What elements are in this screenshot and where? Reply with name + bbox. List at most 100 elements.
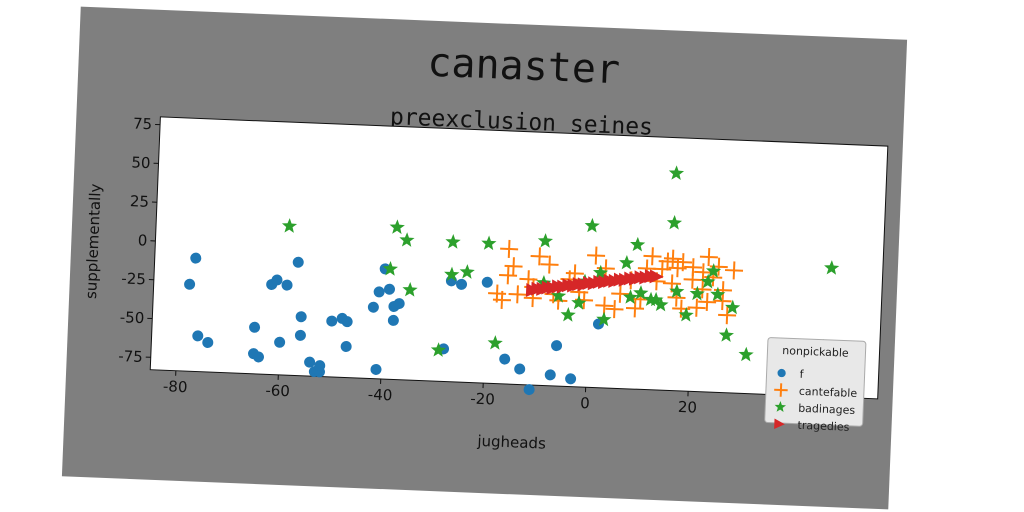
badinages-point [430,342,447,357]
cantefable-point [694,263,713,282]
badinages-point [738,346,754,362]
badinages-point [725,299,741,315]
badinages-point [444,266,460,282]
y-tick-label: 0 [138,231,148,249]
legend-label-cantefable: cantefable [799,385,858,400]
cantefable-point [672,299,691,318]
f-point [326,315,338,327]
x-axis-label: jugheads [476,432,546,453]
cantefable-point [625,299,645,318]
f-point [367,301,379,313]
badinages-point [571,295,587,310]
f-point [294,329,306,341]
badinages-point [560,307,576,322]
cantefable-point [683,270,702,289]
y-tick-label: 75 [133,115,153,134]
f-point [514,363,526,375]
y-tick-label: -50 [119,308,144,327]
plot-area [149,116,889,400]
cantefable-point [699,247,718,267]
badinages-point [648,291,664,307]
cantefable-point [500,239,519,258]
cantefable-point [718,306,737,325]
f-point [565,373,577,385]
x-tick-label: -80 [163,377,188,396]
f-point [274,336,286,348]
f-point [184,278,196,290]
f-point [456,278,468,290]
cantefable-point [687,298,706,317]
badinages-point [668,165,685,181]
badinages-point [402,282,418,297]
f-point [340,340,352,352]
badinages-point [593,264,609,280]
badinages-point [551,288,567,303]
f-point [304,356,316,368]
badinages-point [281,218,298,233]
f-point [295,311,307,323]
series-f [184,252,604,396]
legend-title: nonpickable [782,344,849,360]
badinages-point [619,255,635,270]
legend-marker-badinages [774,401,787,413]
badinages-point [710,286,726,302]
badinages-point [653,296,669,312]
f-point [271,274,283,286]
legend-label-badinages: badinages [798,402,856,417]
cantefable-point [663,249,682,268]
x-tick-label: -40 [368,385,393,404]
cantefable-point [713,291,732,311]
badinages-point [487,335,503,350]
legend-marker-tragedies [774,418,785,430]
badinages-point [389,219,405,235]
cantefable-point [492,290,511,309]
badinages-point [705,263,722,278]
f-point [314,360,326,372]
cantefable-point [595,296,614,315]
f-point [370,363,382,375]
f-point [202,336,214,348]
x-tick-label: 20 [678,398,698,417]
badinages-point [718,327,734,342]
f-point [253,351,265,363]
cantefable-point [724,261,744,280]
series-badinages [281,165,851,390]
x-tick-label: 0 [580,394,590,412]
cantefable-point [587,246,606,265]
badinages-point [382,261,398,276]
y-tick-label: 25 [130,192,150,211]
cantefable-point [508,285,527,304]
f-point [281,279,293,291]
badinages-point [666,215,683,230]
cantefable-point [504,257,523,276]
cantefable-point [698,292,717,311]
f-point [292,256,304,268]
f-point [481,276,493,288]
badinages-point [622,289,639,304]
legend-marker-cantefable [774,383,788,397]
y-tick-label: 50 [131,153,151,172]
tragedies-point [649,269,664,284]
f-point [384,283,396,295]
legend: nonpickable f cantefable badinages tragedie… [764,337,867,434]
cantefable-point [530,247,549,266]
badinages-point [669,283,685,299]
cantefable-point [674,253,693,272]
badinages-point [678,307,694,322]
cantefable-point [499,266,518,285]
badinages-point [584,217,600,233]
legend-label-f: f [799,368,805,381]
y-tick-label: -75 [118,347,143,366]
f-point [192,330,204,342]
y-tick-label: -25 [121,269,146,288]
badinages-point [399,232,415,247]
badinages-point [481,235,497,251]
badinages-point [459,264,475,279]
cantefable-point [643,247,662,266]
badinages-point [596,311,612,327]
f-point [373,286,385,298]
f-point [499,353,511,365]
f-point [249,321,261,333]
f-point [523,384,535,396]
